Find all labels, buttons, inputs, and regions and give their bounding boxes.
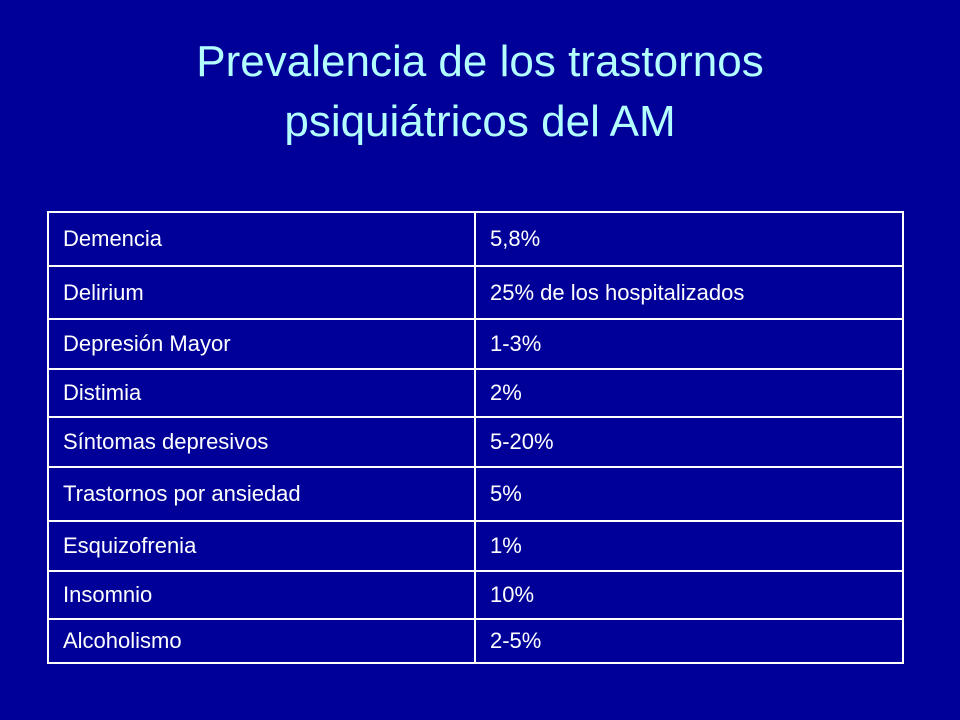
table-row: Alcoholismo 2-5% [47, 618, 904, 664]
condition-cell: Síntomas depresivos [47, 416, 476, 468]
prevalence-cell: 2-5% [474, 618, 904, 664]
prevalence-cell: 10% [474, 570, 904, 620]
table-row: Trastornos por ansiedad 5% [47, 466, 904, 522]
prevalence-cell: 25% de los hospitalizados [474, 265, 904, 320]
condition-cell: Alcoholismo [47, 618, 476, 664]
condition-cell: Trastornos por ansiedad [47, 466, 476, 522]
table-row: Esquizofrenia 1% [47, 520, 904, 572]
prevalence-cell: 1-3% [474, 318, 904, 370]
table-row: Depresión Mayor 1-3% [47, 318, 904, 370]
condition-cell: Delirium [47, 265, 476, 320]
condition-cell: Distimia [47, 368, 476, 418]
prevalence-cell: 5-20% [474, 416, 904, 468]
condition-cell: Insomnio [47, 570, 476, 620]
table-row: Distimia 2% [47, 368, 904, 418]
table-row: Insomnio 10% [47, 570, 904, 620]
prevalence-cell: 1% [474, 520, 904, 572]
table-row: Síntomas depresivos 5-20% [47, 416, 904, 468]
prevalence-cell: 2% [474, 368, 904, 418]
condition-cell: Depresión Mayor [47, 318, 476, 370]
prevalence-cell: 5,8% [474, 211, 904, 267]
table-row: Demencia 5,8% [47, 211, 904, 267]
title-line: psiquiátricos del AM [284, 97, 676, 146]
condition-cell: Esquizofrenia [47, 520, 476, 572]
condition-cell: Demencia [47, 211, 476, 267]
slide-title: Prevalencia de los trastornos psiquiátri… [0, 32, 960, 152]
title-line: Prevalencia de los trastornos [196, 37, 764, 86]
table-row: Delirium 25% de los hospitalizados [47, 265, 904, 320]
prevalence-cell: 5% [474, 466, 904, 522]
prevalence-table: Demencia 5,8% Delirium 25% de los hospitali… [47, 211, 904, 664]
